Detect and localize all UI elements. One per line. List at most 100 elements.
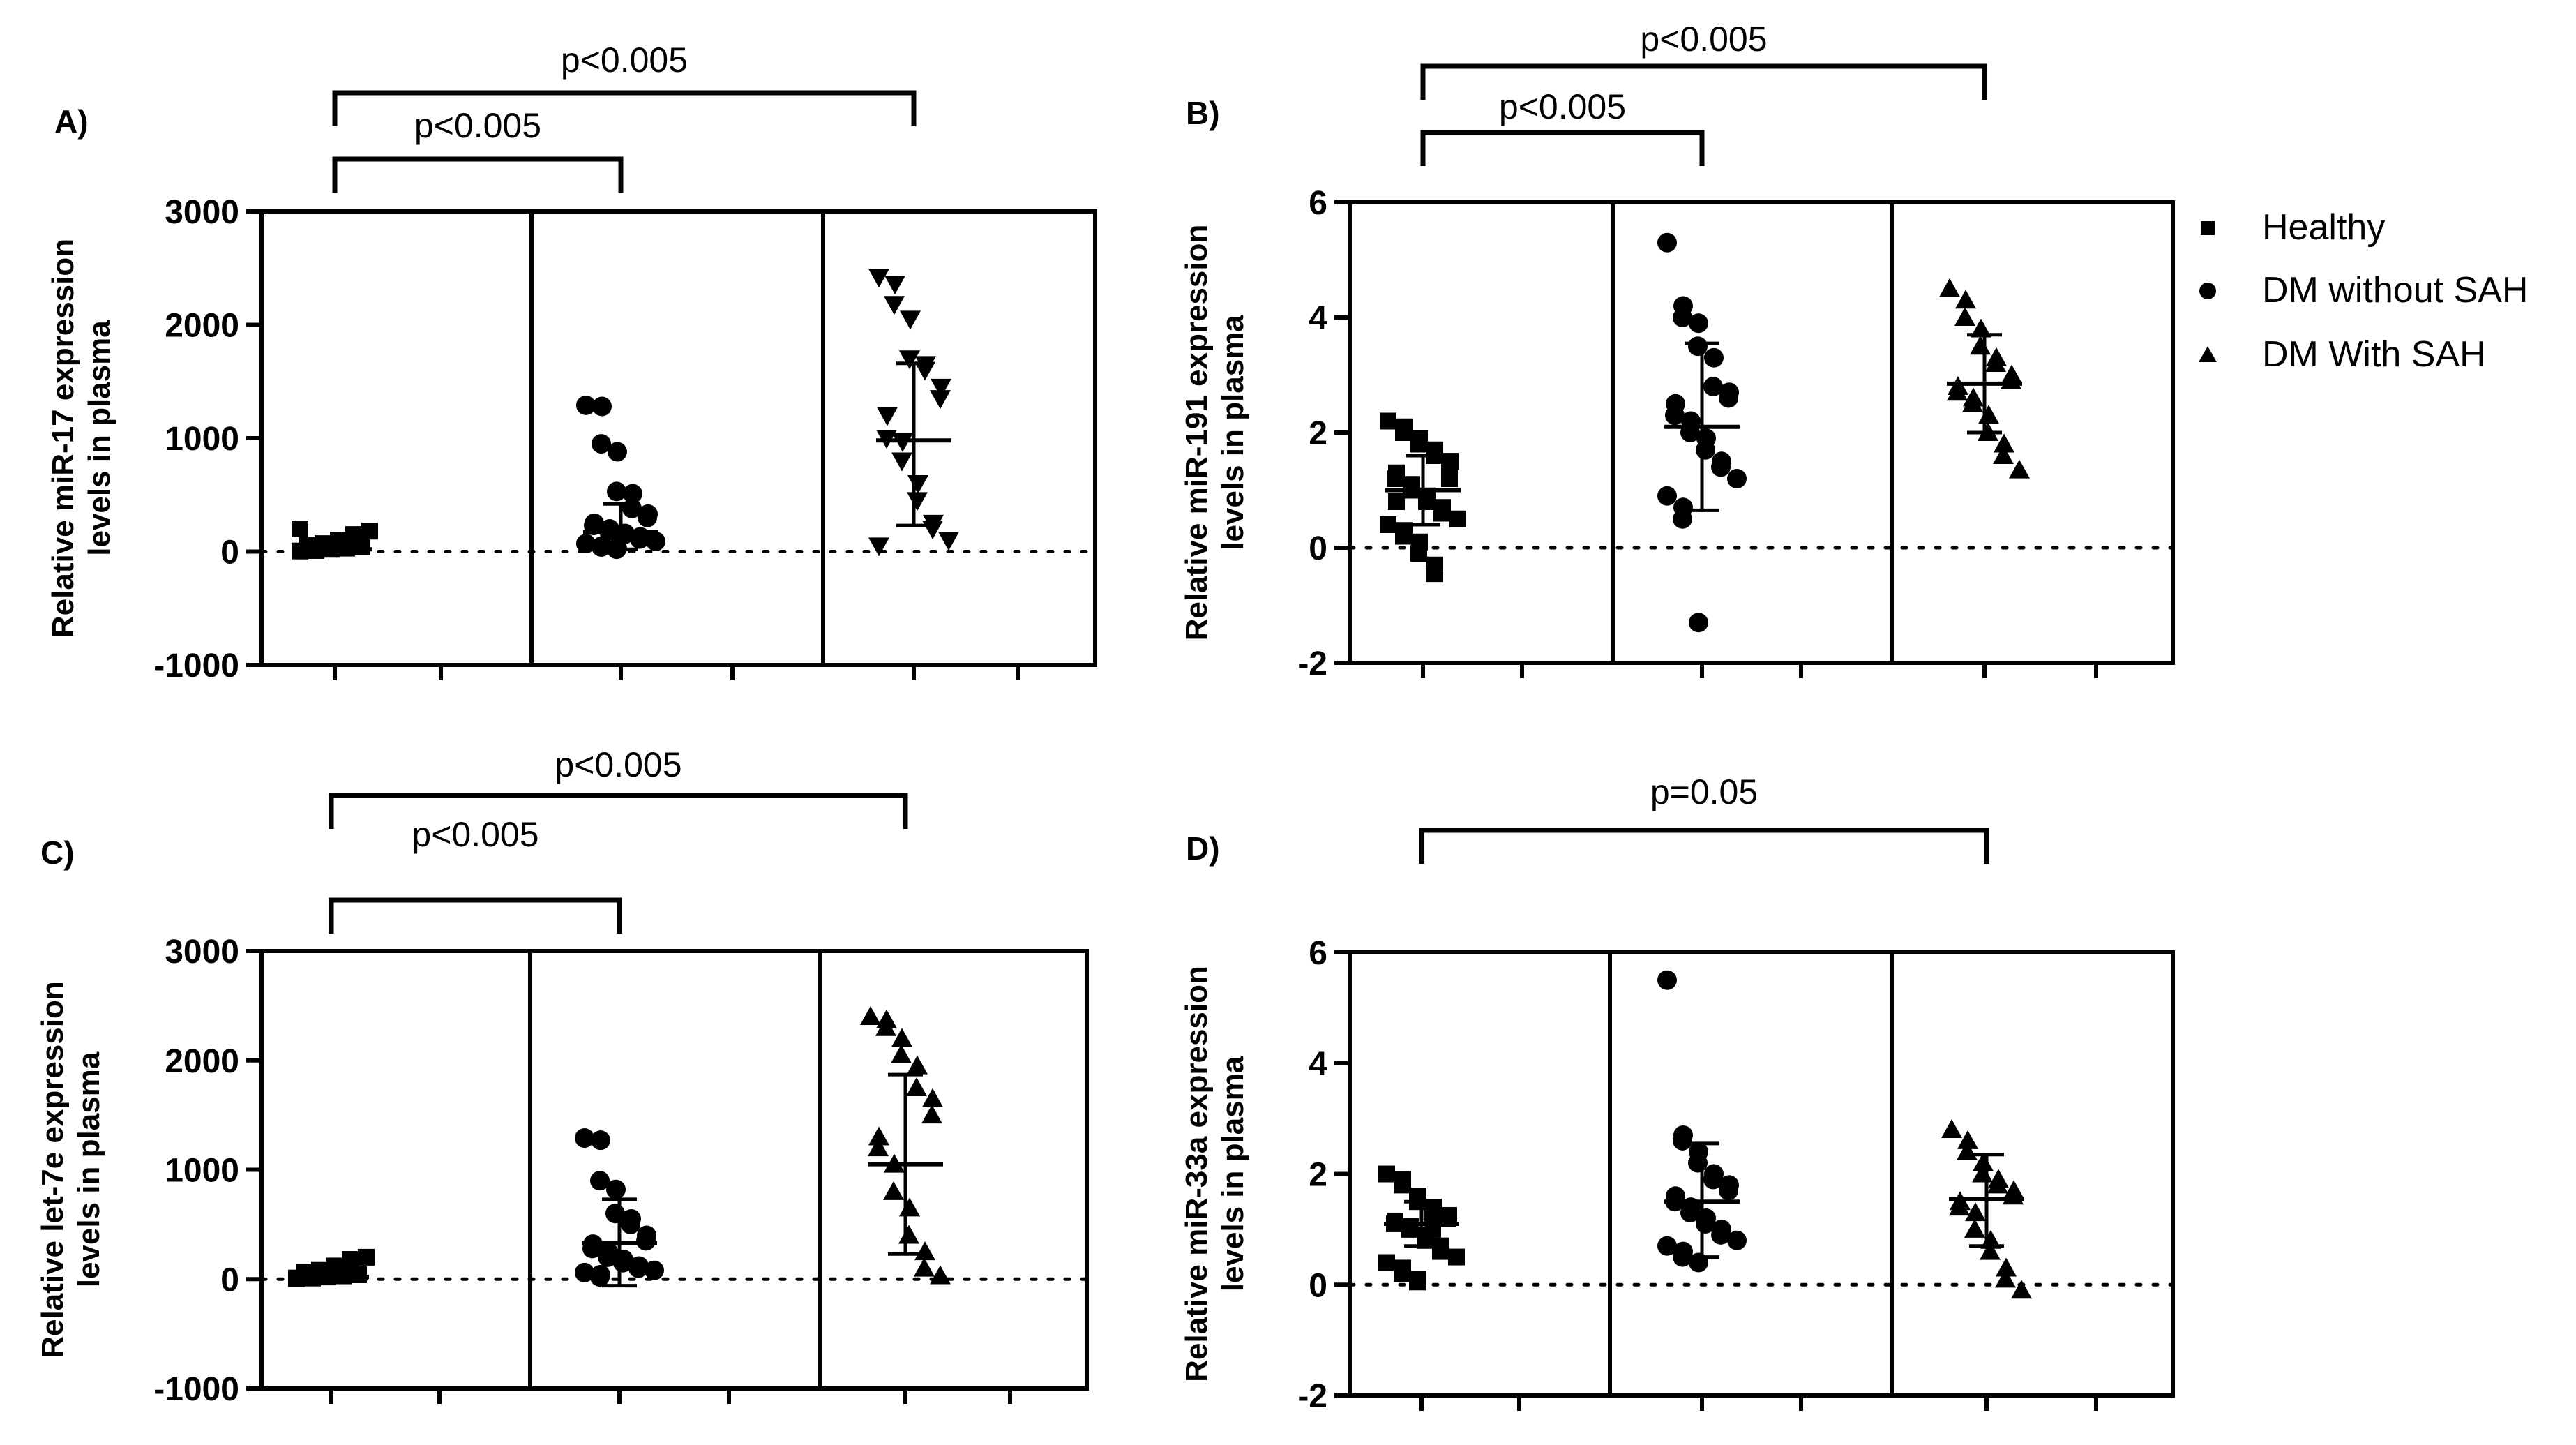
bracket-line <box>332 90 917 126</box>
y-axis-label-line2: levels in plasma <box>1216 1056 1250 1291</box>
data-point <box>1962 393 1983 412</box>
data-point <box>1394 1176 1410 1194</box>
data-point <box>868 1126 889 1146</box>
data-point <box>1673 509 1692 529</box>
data-point <box>1441 470 1458 487</box>
data-point <box>922 1088 943 1107</box>
data-point <box>1657 232 1677 253</box>
data-point <box>628 1258 648 1278</box>
data-point <box>1965 1202 1986 1222</box>
y-tick-label: 2 <box>1309 415 1327 452</box>
data-point <box>1433 504 1450 522</box>
legend-item-healthy: Healthy <box>2201 207 2385 248</box>
group-dm-with-sah <box>1941 1119 2032 1299</box>
data-point <box>590 1171 610 1191</box>
panel-c: C) Relative let-7e expressionlevels in pl… <box>36 745 1089 1408</box>
bracket-line <box>329 897 622 934</box>
y-tick-label: 3000 <box>165 934 239 971</box>
data-point <box>607 481 626 502</box>
data-point <box>868 537 889 557</box>
data-point <box>576 534 596 554</box>
legend-item-dm-with-sah: DM With SAH <box>2199 334 2486 375</box>
data-point <box>1380 516 1396 533</box>
group-dm-with-sah <box>860 1006 951 1285</box>
y-axis-label: Relative miR-191 expressionlevels in pla… <box>1180 225 1250 641</box>
group-dm-without-sah <box>575 1128 664 1288</box>
legend: Healthy DM without SAH DM With SAH <box>2199 207 2528 375</box>
panel-label: D) <box>1186 830 1220 867</box>
data-point <box>592 434 611 454</box>
data-point <box>1711 457 1731 477</box>
data-point <box>621 1214 640 1234</box>
y-axis-label: Relative let-7e expressionlevels in plas… <box>36 981 106 1358</box>
data-point <box>1941 1119 1962 1138</box>
data-point <box>1448 1248 1465 1266</box>
data-point <box>592 537 611 557</box>
y-axis-label-line2: levels in plasma <box>72 1051 106 1287</box>
data-point <box>1657 486 1677 506</box>
data-point <box>1996 1257 2017 1277</box>
data-point <box>931 378 951 398</box>
panel-a: A) Relative miR-17 expressionlevels in pl… <box>46 40 1097 684</box>
data-point <box>292 521 308 537</box>
data-point <box>636 1231 656 1251</box>
p-value-label: p<0.005 <box>555 745 681 784</box>
data-point <box>877 407 898 426</box>
data-point <box>1727 469 1747 488</box>
data-point <box>1418 493 1435 510</box>
y-tick-label: 4 <box>1309 1046 1327 1083</box>
data-point <box>891 452 912 472</box>
data-point <box>1394 1265 1410 1282</box>
data-point <box>906 1077 927 1096</box>
data-point <box>1449 510 1466 527</box>
y-axis-label: Relative miR-17 expressionlevels in plas… <box>46 239 116 638</box>
data-point <box>899 350 920 370</box>
data-point <box>1719 388 1738 408</box>
data-point <box>1410 435 1427 453</box>
legend-label: DM without SAH <box>2262 270 2528 310</box>
group-dm-without-sah <box>1657 970 1747 1273</box>
y-tick-label: -1000 <box>153 647 239 684</box>
panel-label: C) <box>40 834 75 871</box>
group-healthy <box>292 521 378 560</box>
y-tick-label: -1000 <box>153 1371 239 1408</box>
data-point <box>930 390 951 410</box>
data-point <box>638 507 657 527</box>
legend-label: DM With SAH <box>2262 334 2486 375</box>
y-axis-label-line1: Relative miR-191 expression <box>1180 225 1214 641</box>
panel-label: B) <box>1186 95 1220 131</box>
group-dm-with-sah <box>868 269 959 557</box>
y-tick-label: 3000 <box>165 194 239 231</box>
group-healthy <box>1378 1165 1465 1291</box>
data-point <box>575 1128 594 1148</box>
significance-bracket: p<0.005 <box>329 745 908 829</box>
data-point <box>361 523 378 540</box>
data-point <box>1955 290 1976 309</box>
data-point <box>892 433 913 452</box>
data-point <box>1426 565 1443 583</box>
y-tick-label: 2 <box>1309 1157 1327 1194</box>
data-point <box>1954 307 1975 326</box>
data-point <box>1703 1169 1723 1190</box>
panel-b: B) Relative miR-191 expressionlevels in p… <box>1180 20 2175 682</box>
data-point <box>598 1247 617 1267</box>
data-point <box>914 361 935 381</box>
y-tick-label: 2000 <box>165 308 239 345</box>
bracket-line <box>329 793 908 829</box>
data-point <box>592 396 612 417</box>
panel-label: A) <box>54 103 89 140</box>
data-point <box>623 484 642 504</box>
data-point <box>1387 470 1404 487</box>
group-dm-without-sah <box>576 395 665 560</box>
data-point <box>1688 336 1708 357</box>
panel-d: D) Relative miR-33a expressionlevels in p… <box>1180 772 2175 1415</box>
data-point <box>938 532 959 551</box>
data-point <box>1657 970 1677 990</box>
data-point <box>1680 1203 1700 1223</box>
data-point <box>900 310 921 330</box>
y-tick-label: 0 <box>1309 1267 1327 1304</box>
data-point <box>590 1267 610 1287</box>
bracket-line <box>1419 828 1989 864</box>
legend-item-dm-without-sah: DM without SAH <box>2199 270 2528 310</box>
